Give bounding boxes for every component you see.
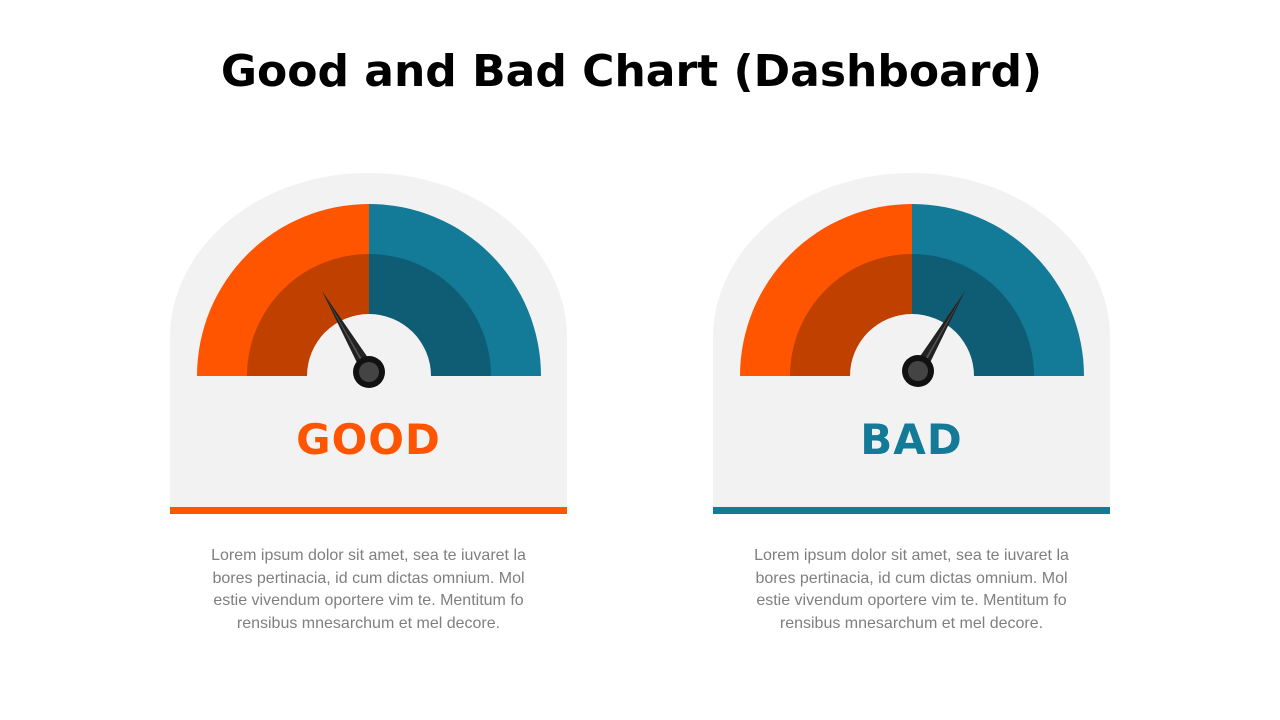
description-line: rensibus mnesarchum et mel decore.	[779, 614, 1044, 632]
page-title: Good and Bad Chart (Dashboard)	[220, 46, 1043, 97]
gauge-panel-good: GOOD	[170, 173, 567, 507]
gauge-label-good: GOOD	[296, 415, 441, 464]
gauge-panel-bad: BAD	[713, 173, 1110, 507]
gauge-bad	[740, 204, 1084, 387]
description-line: bores pertinacia, id cum dictas omnium. …	[755, 569, 1068, 587]
gauge-hub-inner	[359, 362, 379, 382]
description-line: bores pertinacia, id cum dictas omnium. …	[212, 569, 525, 587]
gauge-needle-highlight	[918, 291, 965, 372]
description-line: estie vivendum oportere vim te. Mentitum…	[756, 592, 1067, 609]
gauge-hub-inner	[908, 361, 928, 381]
description-line: Lorem ipsum dolor sit amet, sea te iuvar…	[754, 547, 1069, 564]
description-line: Lorem ipsum dolor sit amet, sea te iuvar…	[211, 547, 526, 564]
gauge-needle	[322, 291, 375, 375]
description-line: estie vivendum oportere vim te. Mentitum…	[213, 592, 524, 609]
gauge-description-bad: Lorem ipsum dolor sit amet, sea te iuvar…	[713, 545, 1110, 635]
gauge-center-cutout	[307, 314, 431, 376]
gauge-bar-good	[170, 507, 567, 514]
gauge-description-good: Lorem ipsum dolor sit amet, sea te iuvar…	[170, 545, 567, 635]
gauge-needle-highlight	[322, 291, 369, 372]
gauge-bar-bad	[713, 507, 1110, 514]
gauge-needle	[912, 291, 965, 375]
description-line: rensibus mnesarchum et mel decore.	[236, 614, 501, 632]
gauge-good	[197, 204, 541, 388]
gauge-label-bad: BAD	[860, 415, 963, 464]
